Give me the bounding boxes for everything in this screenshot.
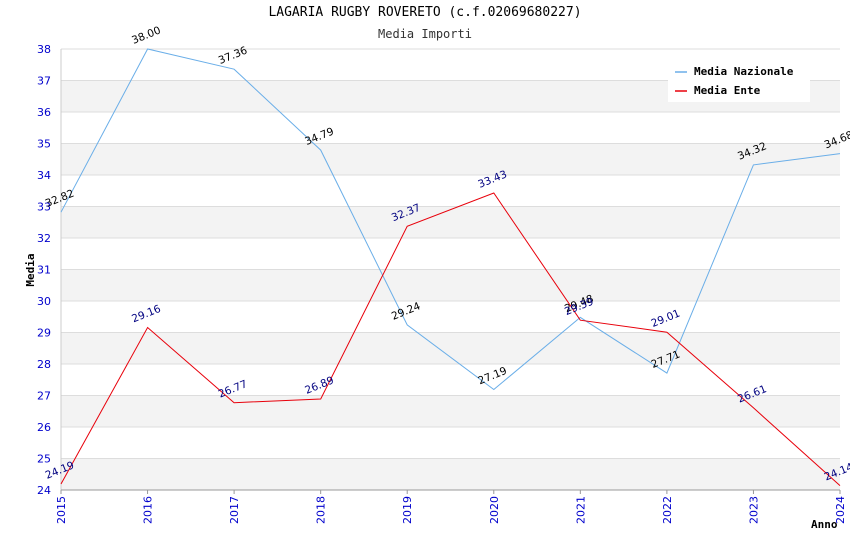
- grid-band: [61, 206, 840, 238]
- grid-band: [61, 332, 840, 364]
- grid-lines: [61, 48, 840, 491]
- series-line-media-nazionale: [60, 48, 841, 391]
- data-label: 29.16: [130, 303, 163, 326]
- y-tick-label: 25: [37, 453, 51, 466]
- x-tick-label: 2015: [55, 496, 68, 524]
- y-tick-label: 30: [37, 295, 51, 308]
- x-tick-label: 2024: [834, 496, 847, 524]
- data-label: 37.36: [217, 44, 250, 67]
- x-tick-label: 2020: [488, 496, 501, 524]
- grid-band: [61, 458, 840, 490]
- x-tick-label: 2016: [142, 496, 155, 524]
- y-tick-label: 29: [37, 327, 51, 340]
- data-label: 26.89: [303, 374, 335, 396]
- y-tick-label: 38: [37, 43, 51, 56]
- x-tick-labels: 2015 2016 2017 2018 2019 2020 2021 2022 2023 2024: [55, 496, 847, 524]
- y-tick-label: 34: [37, 169, 51, 182]
- grid-band: [61, 143, 840, 175]
- grid-band: [61, 395, 840, 427]
- x-tick-label: 2021: [574, 496, 587, 524]
- y-tick-label: 24: [37, 484, 51, 497]
- legend: Media Nazionale Media Ente: [668, 60, 810, 102]
- chart-subtitle: Media Importi: [378, 27, 472, 41]
- series-line-media-ente: [60, 192, 841, 486]
- chart-title: LAGARIA RUGBY ROVERETO (c.f.02069680227): [268, 5, 582, 20]
- x-tick-label: 2019: [401, 496, 414, 524]
- data-label: 38.00: [130, 24, 162, 46]
- data-label: 27.19: [476, 365, 508, 387]
- data-label: 29.01: [650, 308, 682, 330]
- y-tick-label: 37: [37, 75, 51, 88]
- x-tick-label: 2022: [661, 496, 674, 524]
- y-tick-labels: 24 25 26 27 28 29 30 31 32 33 34 35 36 37 38: [37, 43, 51, 497]
- x-tick-label: 2018: [315, 496, 328, 524]
- data-label: 29.24: [390, 300, 423, 323]
- y-tick-label: 32: [37, 232, 51, 245]
- x-tick-label: 2023: [747, 496, 760, 524]
- y-tick-label: 36: [37, 106, 51, 119]
- y-tick-label: 35: [37, 138, 51, 151]
- y-tick-label: 26: [37, 421, 51, 434]
- y-tick-label: 28: [37, 358, 51, 371]
- legend-label-nazionale: Media Nazionale: [694, 65, 794, 78]
- y-axis-label: Media: [24, 253, 37, 286]
- y-tick-label: 31: [37, 264, 51, 277]
- x-axis-label: Anno: [811, 518, 838, 531]
- y-tick-label: 33: [37, 201, 51, 214]
- axes: [60, 49, 841, 494]
- grid-bands: [61, 80, 840, 490]
- grid-band: [61, 269, 840, 301]
- legend-box: [668, 60, 810, 102]
- y-tick-label: 27: [37, 390, 51, 403]
- x-tick-label: 2017: [228, 496, 241, 524]
- series-lines: [60, 48, 841, 486]
- legend-label-ente: Media Ente: [694, 84, 761, 97]
